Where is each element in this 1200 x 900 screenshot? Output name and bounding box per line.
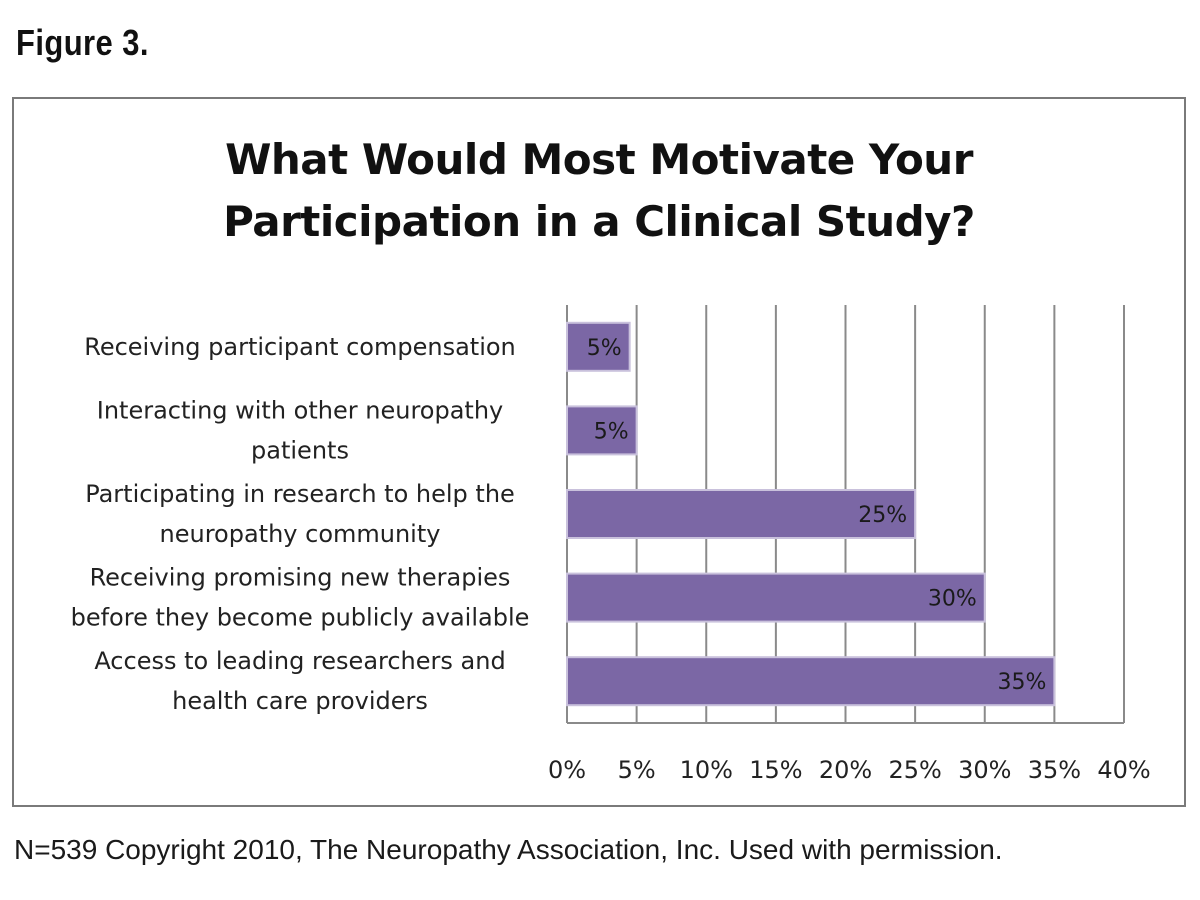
category-label-2-1: neuropathy community (160, 520, 441, 548)
category-label-1-1: patients (251, 436, 349, 464)
category-label-4-0: Access to leading researchers and (94, 647, 505, 675)
bar-1 (566, 405, 638, 456)
figure-label: Figure 3. (16, 22, 149, 63)
x-tick-label-0: 0% (548, 756, 586, 784)
chart-title-line-1: What Would Most Motivate Your (225, 135, 973, 184)
bar-4 (566, 656, 1056, 707)
data-label-3: 30% (928, 587, 977, 612)
category-label-3-0: Receiving promising new therapies (90, 564, 511, 592)
figure-caption: N=539 Copyright 2010, The Neuropathy Ass… (14, 834, 1003, 865)
bar-3 (566, 572, 986, 623)
x-tick-label-6: 30% (958, 756, 1011, 784)
category-label-4-1: health care providers (172, 687, 428, 715)
data-label-2: 25% (858, 503, 907, 528)
data-label-0: 5% (587, 336, 622, 361)
chart-title-line-2: Participation in a Clinical Study? (223, 197, 975, 246)
x-tick-label-2: 10% (680, 756, 733, 784)
x-tick-label-8: 40% (1097, 756, 1150, 784)
data-label-4: 35% (997, 670, 1046, 695)
category-label-1-0: Interacting with other neuropathy (97, 396, 503, 424)
x-tick-label-4: 20% (819, 756, 872, 784)
x-tick-label-1: 5% (618, 756, 656, 784)
x-tick-label-7: 35% (1028, 756, 1081, 784)
category-label-0-0: Receiving participant compensation (84, 333, 516, 361)
x-tick-label-5: 25% (888, 756, 941, 784)
bar-2 (566, 489, 917, 539)
category-label-3-1: before they become publicly available (71, 604, 530, 632)
chart-title: What Would Most Motivate Your Participat… (14, 129, 1184, 253)
category-label-2-0: Participating in research to help the (85, 480, 515, 508)
bar-0 (566, 321, 631, 372)
data-label-1: 5% (594, 419, 629, 444)
x-tick-label-3: 15% (749, 756, 802, 784)
